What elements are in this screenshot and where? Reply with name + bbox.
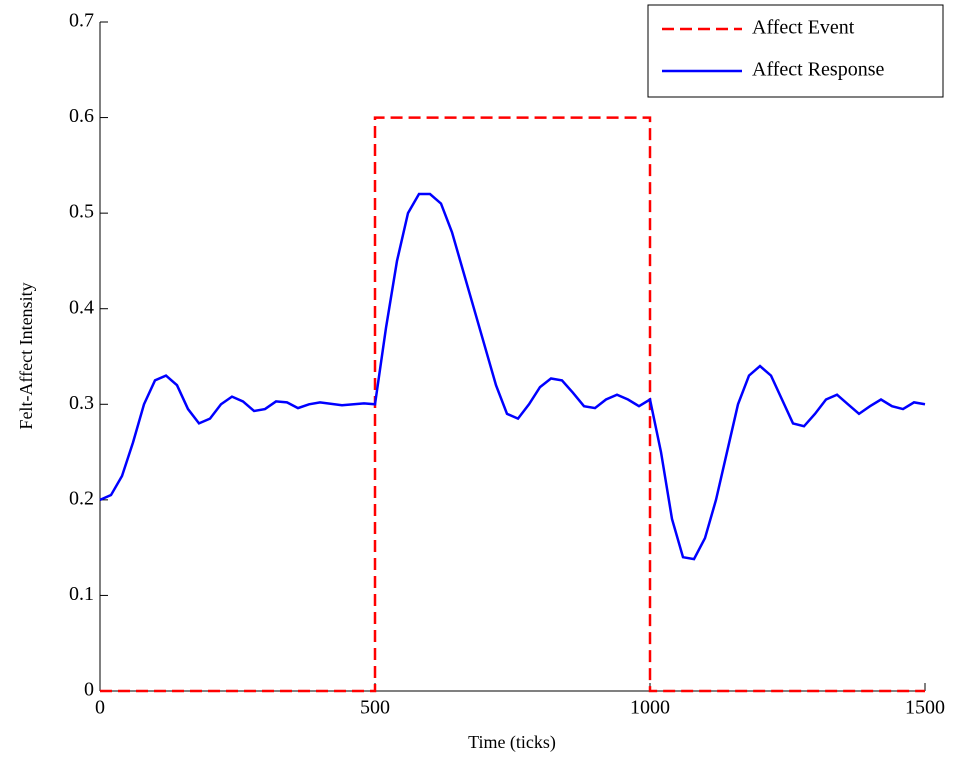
- y-tick-label: 0.3: [69, 392, 94, 414]
- y-tick-label: 0.7: [69, 10, 94, 32]
- x-tick-label: 0: [95, 697, 105, 719]
- y-tick-label: 0.4: [69, 296, 94, 318]
- legend-label: Affect Event: [752, 17, 855, 39]
- y-tick-label: 0.2: [69, 487, 94, 509]
- y-tick-label: 0.6: [69, 105, 94, 127]
- legend-label: Affect Response: [752, 59, 884, 81]
- y-axis-label: Felt-Affect Intensity: [16, 282, 36, 429]
- x-tick-label: 500: [360, 697, 390, 719]
- x-tick-label: 1000: [630, 697, 670, 719]
- x-axis-label: Time (ticks): [468, 732, 556, 753]
- y-tick-label: 0.5: [69, 201, 94, 223]
- x-tick-label: 1500: [905, 697, 945, 719]
- y-tick-label: 0.1: [69, 583, 94, 605]
- series-line: [100, 116, 925, 693]
- series-line: [99, 192, 926, 561]
- legend-box: [647, 4, 944, 98]
- y-tick-label: 0: [84, 679, 94, 701]
